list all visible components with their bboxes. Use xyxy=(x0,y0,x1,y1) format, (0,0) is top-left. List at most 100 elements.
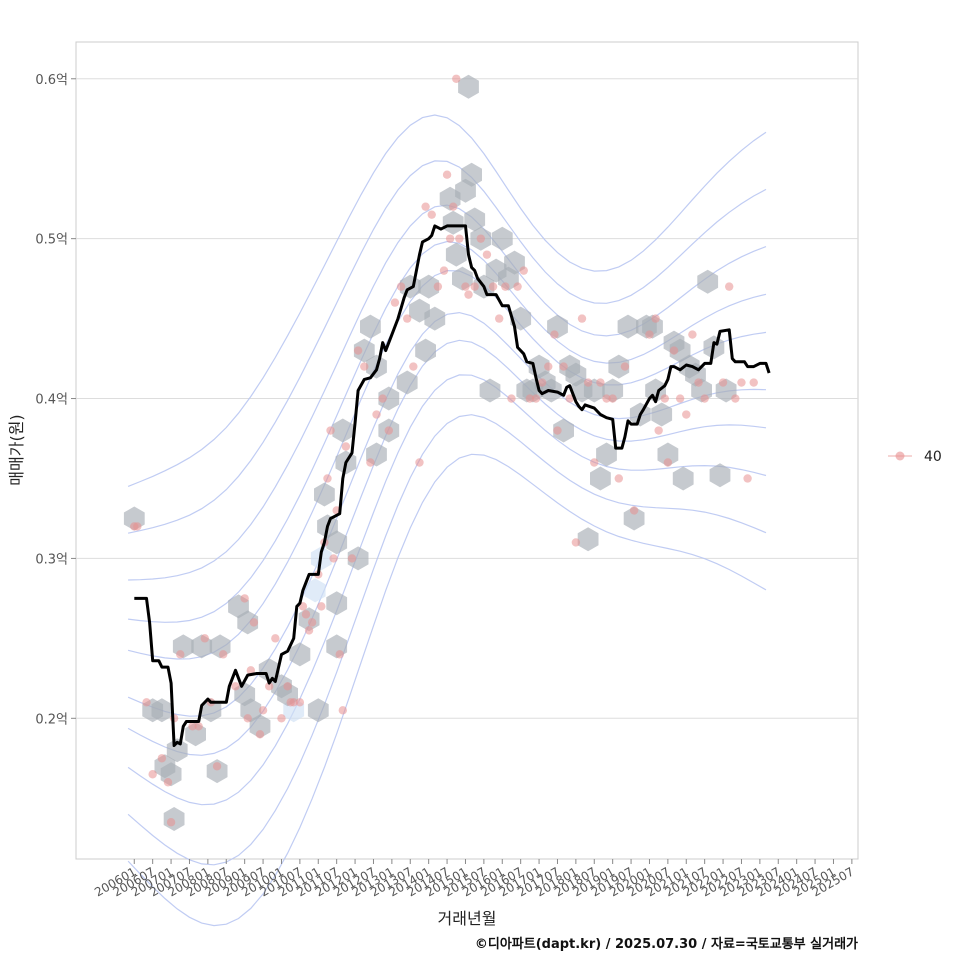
legend-point-icon xyxy=(895,451,905,461)
data-point xyxy=(645,330,654,339)
hexbin xyxy=(289,642,311,667)
hexbin xyxy=(347,546,369,571)
data-point xyxy=(390,298,400,307)
hexbin xyxy=(491,226,513,251)
data-point xyxy=(537,378,547,387)
data-point xyxy=(501,282,510,291)
data-point xyxy=(409,362,418,371)
density-contour xyxy=(127,414,767,866)
legend-label: 40 xyxy=(924,449,942,465)
data-point xyxy=(176,650,185,659)
data-point xyxy=(243,714,252,723)
data-point xyxy=(455,234,464,243)
point-layer xyxy=(130,74,758,827)
trend-line xyxy=(134,224,771,747)
data-point xyxy=(439,266,449,275)
hexbin xyxy=(418,274,440,299)
data-point xyxy=(519,266,528,275)
data-point xyxy=(212,762,222,771)
data-point xyxy=(157,754,167,763)
hexbin xyxy=(332,418,354,443)
data-point xyxy=(283,682,292,691)
density-contour xyxy=(127,114,767,487)
hexbin xyxy=(709,463,731,488)
data-point xyxy=(353,346,363,355)
data-point xyxy=(307,618,317,627)
density-contour xyxy=(127,339,767,756)
data-point xyxy=(550,330,559,339)
data-point xyxy=(608,394,617,403)
data-point xyxy=(301,610,311,619)
y-tick-label: 0.2억 xyxy=(35,712,68,727)
data-point xyxy=(403,314,412,323)
data-point xyxy=(725,282,734,291)
data-point xyxy=(669,346,679,355)
source-caption: ©디아파트(dapt.kr) / 2025.07.30 / 자료=국토교통부 실… xyxy=(474,937,858,952)
y-axis-title: 매매가(원) xyxy=(7,414,26,485)
data-point xyxy=(495,314,504,323)
data-point xyxy=(513,282,522,291)
data-point xyxy=(133,522,142,531)
data-point xyxy=(559,362,568,371)
data-point xyxy=(338,706,347,715)
density-contour xyxy=(127,160,767,534)
data-point xyxy=(194,722,203,731)
data-point xyxy=(329,554,338,563)
data-point xyxy=(629,506,639,515)
data-point xyxy=(249,618,259,627)
hexbin xyxy=(504,250,525,275)
data-point xyxy=(700,394,709,403)
hexbin xyxy=(590,466,611,491)
data-point xyxy=(255,730,265,739)
hexbin xyxy=(596,442,617,467)
hexbin xyxy=(166,738,188,763)
data-point xyxy=(360,362,369,371)
hexbin xyxy=(304,578,326,603)
data-point xyxy=(445,234,455,243)
data-point xyxy=(148,770,157,779)
data-point xyxy=(415,458,424,467)
density-contour xyxy=(127,453,767,927)
hexbin xyxy=(200,698,222,723)
legend: 40 xyxy=(888,449,942,465)
data-point xyxy=(219,650,228,659)
data-point xyxy=(464,290,473,299)
data-point xyxy=(231,682,240,691)
hexbin xyxy=(326,591,348,616)
data-point xyxy=(525,394,535,403)
data-point xyxy=(295,698,305,707)
data-point xyxy=(675,394,685,403)
data-point xyxy=(347,554,357,563)
hexbin xyxy=(307,698,329,723)
data-point xyxy=(694,378,703,387)
data-point xyxy=(660,394,669,403)
hexbin xyxy=(464,207,486,232)
hexbin xyxy=(353,338,375,363)
hexbin xyxy=(378,386,400,411)
hexbin xyxy=(237,610,259,635)
data-point xyxy=(240,594,249,603)
hexbin xyxy=(479,378,501,403)
data-point xyxy=(323,474,332,483)
hexbin xyxy=(461,162,482,187)
data-point xyxy=(366,458,375,467)
data-point xyxy=(731,394,740,403)
hexbin xyxy=(577,527,599,552)
data-point xyxy=(442,170,452,179)
hexbin xyxy=(396,370,418,395)
data-point xyxy=(614,474,623,483)
y-axis: 0.2억 0.3억 0.4억 0.5억 0.6억 xyxy=(35,73,76,727)
hexbin xyxy=(415,338,436,363)
hexbin xyxy=(617,314,639,339)
hexbin xyxy=(510,306,532,331)
data-point xyxy=(326,426,335,435)
data-point xyxy=(654,426,663,435)
data-point xyxy=(476,234,485,243)
y-tick-label: 0.5억 xyxy=(35,233,68,248)
data-point xyxy=(166,818,176,827)
hexbin xyxy=(442,210,464,235)
hexbin xyxy=(697,269,719,294)
hexbin xyxy=(151,698,173,723)
data-point xyxy=(743,474,752,483)
hexbin xyxy=(672,466,694,491)
